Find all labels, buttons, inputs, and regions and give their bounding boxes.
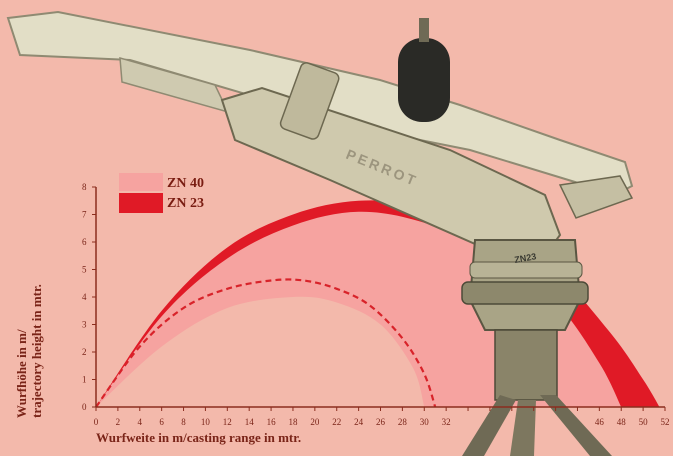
tripod-leg-right [540,395,612,456]
x-tick-label: 28 [398,417,408,427]
x-tick-label: 0 [94,417,99,427]
y-tick-label: 2 [82,347,87,357]
x-tick-label: 12 [223,417,232,427]
x-tick-label: 18 [288,417,298,427]
legend: ZN 40 ZN 23 [119,173,204,213]
x-tick-label: 2 [116,417,121,427]
y-axis-title: Wurfhöhe in m/ trajectory height in mtr. [14,284,44,418]
x-tick-label: 48 [617,417,627,427]
swivel-ring [469,261,583,279]
y-tick-label: 0 [82,402,87,412]
y-tick-label: 7 [82,210,87,220]
counterweight-stem [419,18,429,42]
x-tick-label: 24 [354,417,364,427]
x-tick-label: 50 [639,417,649,427]
riser-pipe [494,329,558,401]
y-tick-label: 5 [82,265,87,275]
legend-swatch-zn23 [119,193,163,213]
x-tick-label: 46 [595,417,605,427]
x-tick-label: 8 [181,417,186,427]
y-axis-title-line2: trajectory height in mtr. [29,284,44,418]
x-tick-label: 4 [138,417,143,427]
x-tick-label: 32 [442,417,451,427]
y-axis-title-line1: Wurfhöhe in m/ [14,329,29,418]
y-tick-label: 8 [82,182,87,192]
y-tick-label: 6 [82,237,87,247]
legend-label-zn23: ZN 23 [167,196,204,211]
y-tick-label: 3 [82,320,87,330]
x-tick-label: 30 [420,417,430,427]
y-tick-label: 1 [82,375,87,385]
barrel-clamp [279,62,340,140]
model-lettering: ZN23 [514,251,537,265]
sprinkler-nozzle [558,175,634,219]
x-tick-label: 22 [332,417,341,427]
x-tick-label: 26 [376,417,386,427]
legend-swatch-zn40 [119,173,163,191]
legend-label-zn40: ZN 40 [167,176,204,191]
x-tick-label: 6 [159,417,164,427]
x-tick-label: 16 [267,417,277,427]
tripod-leg-left [462,395,516,456]
y-tick-label: 4 [82,292,87,302]
x-tick-label: 14 [245,417,255,427]
x-tick-label: 52 [661,417,670,427]
series-dashed-line [95,278,437,408]
swivel-collar [461,281,589,305]
x-axis-title: Wurfweite in m/casting range in mtr. [96,430,301,445]
x-tick-label: 10 [201,417,211,427]
counterweight [398,38,450,122]
tripod-leg-center [510,400,536,456]
x-tick-label: 20 [310,417,320,427]
sprinkler-illustration: PERROT ZN23 [6,10,634,456]
